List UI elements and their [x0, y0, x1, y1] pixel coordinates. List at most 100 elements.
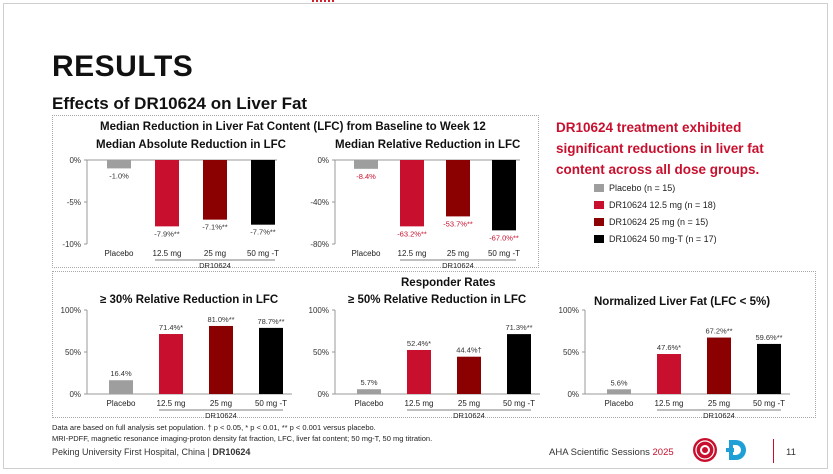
- category-label: 12.5 mg: [655, 399, 684, 408]
- legend-label: DR10624 50 mg-T (n = 17): [609, 233, 717, 244]
- callout-text: DR10624 treatment exhibited significant …: [556, 120, 764, 177]
- category-label: Placebo: [107, 399, 136, 408]
- group-label: DR10624: [199, 261, 231, 270]
- bar-2: [209, 325, 233, 394]
- bar-2: [203, 160, 227, 220]
- category-label: 12.5 mg: [153, 249, 182, 258]
- y-tick-label: 50%: [65, 348, 81, 357]
- y-tick-label: 0%: [69, 390, 81, 399]
- data-label: -1.0%: [109, 171, 129, 180]
- company-d-logo: [726, 440, 746, 460]
- bar-3: [507, 334, 531, 394]
- data-label: 78.7%**: [257, 317, 284, 326]
- y-tick-label: 0%: [317, 156, 329, 165]
- bar-0: [107, 160, 131, 169]
- footer-drug: DR10624: [212, 447, 251, 457]
- chart-relative-reduction: 0% -40% -80% -8.4% Placebo -63.2%** 12.5 mg -53…: [310, 156, 520, 270]
- category-label: 50 mg -T: [753, 399, 785, 408]
- chart-title-abs: Median Absolute Reduction in LFC: [96, 139, 286, 151]
- y-tick-label: 100%: [309, 306, 329, 315]
- page-number: 11: [786, 447, 796, 458]
- bar-1: [657, 354, 681, 394]
- y-tick-label: -40%: [310, 198, 329, 207]
- legend: Placebo (n = 15) DR10624 12.5 mg (n = 18…: [594, 179, 717, 247]
- category-label: Placebo: [605, 399, 634, 408]
- category-label: 12.5 mg: [405, 399, 434, 408]
- footer-year: 2025: [652, 447, 674, 458]
- bar-1: [407, 349, 431, 394]
- category-label: Placebo: [352, 249, 381, 258]
- chart-title-normalized: Normalized Liver Fat (LFC < 5%): [594, 296, 771, 308]
- legend-item-placebo: Placebo (n = 15): [594, 179, 717, 196]
- footnote-line-1: Data are based on full analysis set popu…: [52, 423, 376, 432]
- y-tick-label: 50%: [563, 348, 579, 357]
- data-label: 59.6%**: [755, 333, 782, 342]
- data-label: 71.4%*: [159, 323, 183, 332]
- y-tick-label: -5%: [67, 198, 81, 207]
- bar-1: [155, 160, 179, 227]
- page-title: RESULTS: [52, 50, 194, 83]
- slide-frame: [3, 3, 828, 469]
- bar-0: [607, 389, 631, 394]
- category-label: 50 mg -T: [247, 249, 279, 258]
- y-tick-label: -80%: [310, 240, 329, 249]
- footer-conference: AHA Scientific Sessions 2025: [549, 447, 674, 458]
- page-subtitle: Effects of DR10624 on Liver Fat: [52, 94, 308, 113]
- data-label: -67.0%**: [489, 233, 519, 242]
- footer-institution-text: Peking University First Hospital, China …: [52, 447, 213, 457]
- lfc-panel: [52, 115, 539, 268]
- y-tick-label: 0%: [317, 390, 329, 399]
- chart-title-30pct: ≥ 30% Relative Reduction in LFC: [100, 294, 279, 306]
- data-label: -53.7%**: [443, 219, 473, 228]
- footer-divider: [773, 439, 774, 463]
- y-tick-label: 0%: [567, 390, 579, 399]
- data-label: 81.0%**: [207, 315, 234, 324]
- category-label: Placebo: [105, 249, 134, 258]
- category-label: 12.5 mg: [398, 249, 427, 258]
- y-tick-label: 100%: [559, 306, 579, 315]
- bar-1: [400, 160, 424, 227]
- chart-50pct-responders: 0% 50% 100% 5.7% Placebo 52.4%* 12.5 mg 44.4%† 2…: [309, 306, 540, 420]
- legend-item-12-5mg: DR10624 12.5 mg (n = 18): [594, 196, 717, 213]
- data-label: 5.7%: [360, 378, 377, 387]
- responder-panel: [52, 271, 816, 418]
- bar-0: [357, 389, 381, 394]
- y-tick-label: 50%: [313, 348, 329, 357]
- footnote: Data are based on full analysis set popu…: [52, 423, 432, 444]
- data-label: 16.4%: [110, 369, 132, 378]
- top-red-mark: [312, 0, 334, 4]
- bar-1: [159, 334, 183, 394]
- category-label: 25 mg: [204, 249, 226, 258]
- bar-3: [757, 343, 781, 394]
- chart-normalized-liver-fat: 0% 50% 100% 5.6% Placebo 47.6%* 12.5 mg 67.2%**…: [559, 306, 790, 420]
- responder-section-heading: Responder Rates: [401, 277, 496, 289]
- y-tick-label: 100%: [61, 306, 81, 315]
- data-label: -8.4%: [356, 172, 376, 181]
- footer-institution: Peking University First Hospital, China …: [52, 447, 250, 457]
- group-label: DR10624: [453, 411, 485, 420]
- bar-2: [446, 160, 470, 217]
- bar-2: [457, 356, 481, 394]
- legend-swatch: [594, 183, 604, 192]
- data-label: -63.2%**: [397, 229, 427, 238]
- category-label: 50 mg -T: [503, 399, 535, 408]
- category-label: 12.5 mg: [157, 399, 186, 408]
- category-label: 25 mg: [458, 399, 480, 408]
- chart-title-50pct: ≥ 50% Relative Reduction in LFC: [348, 294, 527, 306]
- legend-label: Placebo (n = 15): [609, 182, 676, 193]
- bar-3: [492, 160, 516, 231]
- group-label: DR10624: [205, 411, 237, 420]
- data-label: 67.2%**: [705, 327, 732, 336]
- group-label: DR10624: [703, 411, 735, 420]
- data-label: 52.4%*: [407, 339, 431, 348]
- data-label: 44.4%†: [456, 346, 481, 355]
- category-label: 50 mg -T: [255, 399, 287, 408]
- footer-conference-text: AHA Scientific Sessions: [549, 447, 653, 458]
- data-label: 71.3%**: [505, 323, 532, 332]
- y-tick-label: 0%: [69, 156, 81, 165]
- chart-title-rel: Median Relative Reduction in LFC: [335, 139, 521, 151]
- category-label: 25 mg: [210, 399, 232, 408]
- group-label: DR10624: [442, 261, 474, 270]
- university-seal-logo: [693, 438, 717, 462]
- legend-swatch: [594, 200, 604, 209]
